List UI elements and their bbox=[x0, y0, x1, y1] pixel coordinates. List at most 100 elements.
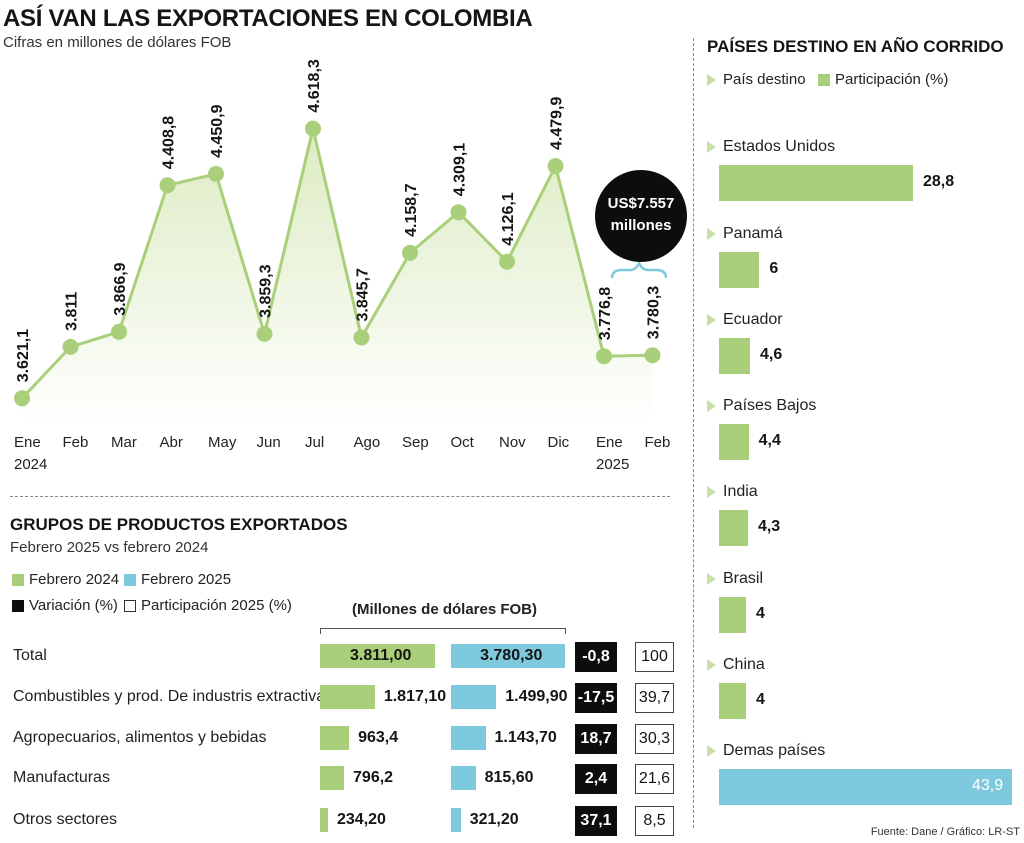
bar-feb2024 bbox=[320, 685, 375, 709]
data-point bbox=[450, 204, 467, 221]
product-row: Agropecuarios, alimentos y bebidas 963,4 1… bbox=[0, 724, 690, 754]
destination-value: 28,8 bbox=[923, 173, 955, 190]
triangle-icon bbox=[707, 141, 716, 153]
variation-badge: 37,1 bbox=[575, 806, 617, 836]
destination-bar bbox=[719, 338, 750, 374]
month-tick-label: Ene bbox=[596, 434, 623, 451]
destination-value: 43,9 bbox=[972, 777, 1004, 794]
triangle-icon bbox=[707, 573, 716, 585]
product-row: Total 3.811,00 3.780,30 -0,8 100 bbox=[0, 642, 690, 672]
destination-value: 4,6 bbox=[759, 346, 783, 363]
legend-swatch-feb2024 bbox=[12, 573, 24, 586]
data-label: 4.618,3 bbox=[306, 59, 323, 112]
product-row: Combustibles y prod. De industris extrac… bbox=[0, 683, 690, 713]
legend-label-country: País destino bbox=[723, 71, 806, 88]
units-label: (Millones de dólares FOB) bbox=[351, 601, 538, 618]
destinations-title: PAÍSES DESTINO EN AÑO CORRIDO bbox=[707, 37, 1004, 56]
destination-bar bbox=[719, 165, 913, 201]
data-label: 3.776,8 bbox=[597, 287, 614, 340]
data-label: 3.866,9 bbox=[112, 262, 129, 315]
exports-line-chart: 3.621,1 3.811 3.866,9 4.408,8 4.450,9 3.859,3… bbox=[14, 59, 668, 425]
destination-bar bbox=[719, 424, 749, 460]
share-badge: 30,3 bbox=[635, 724, 674, 754]
value-feb2025: 321,20 bbox=[469, 811, 519, 828]
data-point bbox=[353, 329, 370, 346]
destination-row: Estados Unidos 28,8 bbox=[707, 138, 1017, 208]
units-bracket bbox=[320, 628, 566, 634]
triangle-icon bbox=[707, 314, 716, 326]
value-feb2024: 3.811,00 bbox=[350, 647, 412, 664]
value-feb2025: 1.143,70 bbox=[494, 729, 557, 746]
value-feb2025: 3.780,30 bbox=[480, 647, 543, 664]
destination-label: India bbox=[723, 483, 758, 500]
month-tick-label: Mar bbox=[111, 434, 137, 451]
month-tick-label: Ene bbox=[14, 434, 41, 451]
bar-feb2025 bbox=[451, 766, 476, 790]
legend-label-feb2025: Febrero 2025 bbox=[141, 571, 232, 588]
destination-value: 4 bbox=[755, 691, 765, 708]
data-point bbox=[159, 177, 176, 194]
chart-subtitle: Cifras en millones de dólares FOB bbox=[3, 34, 232, 51]
data-point bbox=[499, 253, 515, 270]
data-point bbox=[14, 390, 30, 407]
destination-label: Países Bajos bbox=[723, 397, 817, 414]
product-row: Otros sectores 234,20 321,20 37,1 8,5 bbox=[0, 806, 690, 836]
month-tick-label: Ago bbox=[353, 434, 381, 451]
destination-name: China bbox=[707, 656, 765, 674]
bar-feb2024 bbox=[320, 766, 345, 790]
product-row: Manufacturas 796,2 815,60 2,4 21,6 bbox=[0, 764, 690, 794]
destination-value: 6 bbox=[769, 260, 779, 277]
month-tick-label: Nov bbox=[499, 434, 526, 451]
destination-row: Países Bajos 4,4 bbox=[707, 397, 1017, 467]
total-bubble-unit: millones bbox=[610, 217, 672, 234]
section-divider bbox=[10, 496, 670, 497]
data-label: 4.126,1 bbox=[500, 192, 517, 245]
value-feb2024: 796,2 bbox=[353, 769, 394, 786]
share-badge: 39,7 bbox=[635, 683, 674, 713]
destination-name: Ecuador bbox=[707, 311, 783, 329]
legend-participation: Participación (%) bbox=[818, 71, 948, 88]
bar-feb2025 bbox=[451, 644, 566, 668]
destination-label: Demas países bbox=[723, 742, 826, 759]
legend-label-participation: Participación (%) bbox=[835, 71, 949, 88]
destination-label: Estados Unidos bbox=[723, 138, 836, 155]
month-tick-label: Jun bbox=[256, 434, 281, 451]
month-tick-label: Dic bbox=[547, 434, 570, 451]
value-feb2025: 1.499,90 bbox=[505, 688, 568, 705]
year-tick-label: 2025 bbox=[596, 456, 630, 473]
product-label: Combustibles y prod. De industris extrac… bbox=[13, 688, 334, 705]
month-tick-label: Oct bbox=[450, 434, 474, 451]
destination-value: 4,3 bbox=[757, 518, 781, 535]
month-tick-label: Feb bbox=[62, 434, 89, 451]
destination-value: 4,4 bbox=[758, 432, 781, 449]
data-point bbox=[208, 165, 224, 182]
bar-feb2025 bbox=[451, 808, 461, 832]
bar-feb2024 bbox=[320, 726, 350, 750]
total-bracket bbox=[610, 259, 668, 279]
variation-badge: 18,7 bbox=[575, 724, 617, 754]
destination-bar bbox=[719, 597, 746, 633]
legend-feb2024: Febrero 2024 bbox=[12, 571, 119, 588]
value-feb2024: 1.817,10 bbox=[383, 688, 447, 705]
destination-row: Demas países 43,9 bbox=[707, 742, 1017, 812]
data-point bbox=[111, 323, 127, 340]
data-point bbox=[256, 325, 273, 342]
destination-row: India 4,3 bbox=[707, 483, 1017, 553]
year-tick-label: 2024 bbox=[14, 456, 48, 473]
triangle-icon bbox=[707, 486, 716, 498]
variation-badge: 2,4 bbox=[575, 764, 617, 794]
data-point bbox=[62, 338, 79, 355]
destination-value: 4 bbox=[755, 605, 765, 622]
value-feb2024: 234,20 bbox=[337, 811, 386, 828]
product-label: Manufacturas bbox=[13, 769, 110, 786]
month-tick-label: Jul bbox=[305, 434, 325, 451]
destination-name: India bbox=[707, 483, 758, 501]
destination-label: Ecuador bbox=[723, 311, 783, 328]
total-bubble-amount: US$7.557 bbox=[607, 195, 675, 212]
share-badge: 8,5 bbox=[635, 806, 674, 836]
products-title: GRUPOS DE PRODUCTOS EXPORTADOS bbox=[10, 515, 348, 534]
data-label: 3.845,7 bbox=[355, 268, 372, 321]
data-label: 4.450,9 bbox=[209, 104, 226, 157]
data-label: 4.479,9 bbox=[549, 97, 566, 150]
products-subtitle: Febrero 2025 vs febrero 2024 bbox=[10, 539, 209, 556]
